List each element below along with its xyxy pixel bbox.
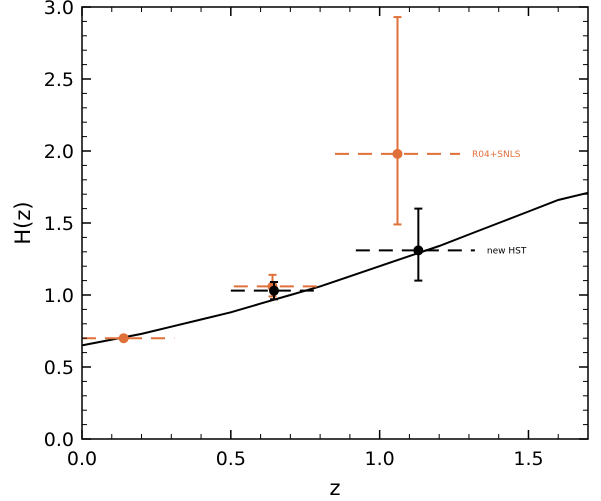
x-tick-label: 0.0 bbox=[67, 448, 97, 470]
data-point bbox=[413, 245, 424, 256]
y-tick-label: 3.0 bbox=[44, 0, 74, 19]
series-annotation: new HST bbox=[487, 246, 527, 256]
series-r04_snls: R04+SNLS bbox=[82, 16, 521, 344]
y-tick-label: 2.5 bbox=[44, 69, 74, 91]
y-tick-label: 1.0 bbox=[44, 285, 74, 307]
y-axis-label: H(z) bbox=[11, 201, 35, 244]
axes: 0.0 0.5 1.0 1.5 0.0 0.5 1.0 1.5 2.0 2.5 3.0 bbox=[44, 0, 588, 470]
x-tick-label: 1.5 bbox=[513, 448, 543, 470]
x-axis-label: z bbox=[329, 476, 340, 500]
series-new_hst: new HST bbox=[230, 207, 527, 301]
data-point bbox=[118, 333, 129, 344]
series-annotation: R04+SNLS bbox=[472, 150, 521, 160]
y-tick-label: 2.0 bbox=[44, 141, 74, 163]
data-point bbox=[392, 148, 403, 159]
plot-frame bbox=[81, 6, 589, 440]
x-tick-label: 0.5 bbox=[216, 448, 246, 470]
y-tick-label: 0.5 bbox=[44, 357, 74, 379]
plot-content: R04+SNLS new HST bbox=[81, 16, 589, 347]
y-tick-label: 0.0 bbox=[44, 429, 74, 451]
y-tick-label: 1.5 bbox=[44, 213, 74, 235]
data-point bbox=[268, 285, 279, 296]
x-tick-label: 1.0 bbox=[365, 448, 395, 470]
model-curve bbox=[81, 191, 589, 347]
